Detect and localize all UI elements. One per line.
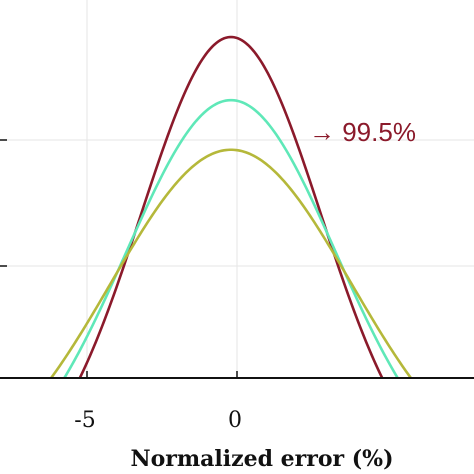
- series-line-2: [62, 98, 400, 378]
- x-ticks: -5 0: [74, 371, 242, 433]
- annotation-text: → 99.5%: [309, 117, 416, 147]
- x-tick-label: 0: [228, 408, 242, 433]
- x-axis-title: Normalized error (%): [131, 446, 394, 472]
- series-group: [49, 35, 413, 378]
- series-line-1: [78, 35, 384, 378]
- x-tick-label: -5: [74, 408, 95, 433]
- series-line-3: [49, 148, 413, 378]
- grid: [0, 0, 474, 378]
